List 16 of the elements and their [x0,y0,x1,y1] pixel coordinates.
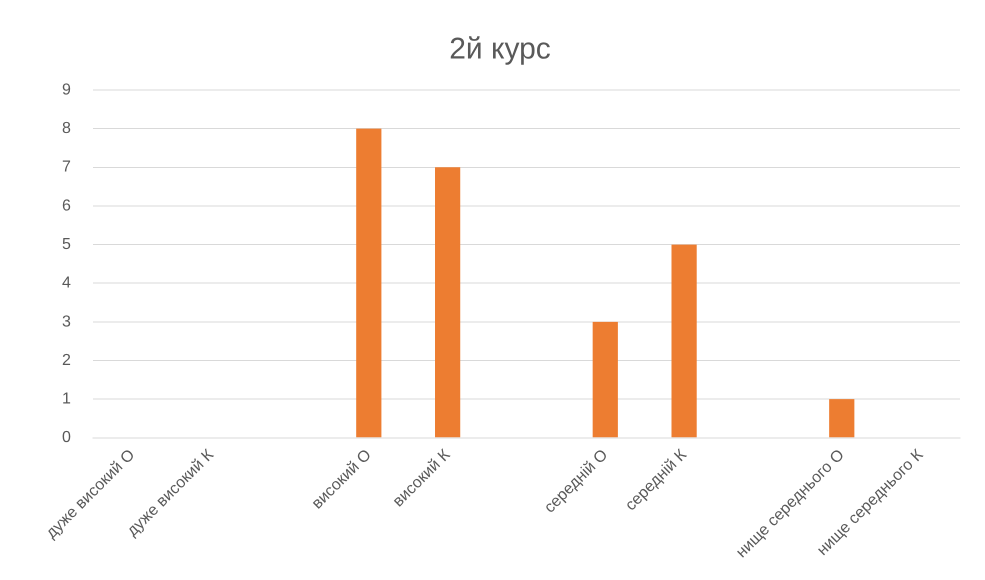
y-tick-label: 3 [62,313,71,330]
bar [829,399,854,438]
y-tick-label: 0 [62,429,71,446]
bar [356,128,382,438]
y-tick-label: 5 [62,236,71,253]
y-tick-label: 7 [62,158,71,176]
chart-title: 2й курс [449,32,551,66]
y-tick-label: 4 [62,274,71,292]
bar [671,244,697,438]
y-tick-label: 9 [62,81,71,98]
y-tick-label: 8 [62,120,71,138]
bar [435,167,460,438]
y-tick-label: 6 [62,197,71,214]
bar [592,322,618,438]
y-tick-label: 1 [62,390,71,408]
y-tick-label: 2 [62,352,71,369]
